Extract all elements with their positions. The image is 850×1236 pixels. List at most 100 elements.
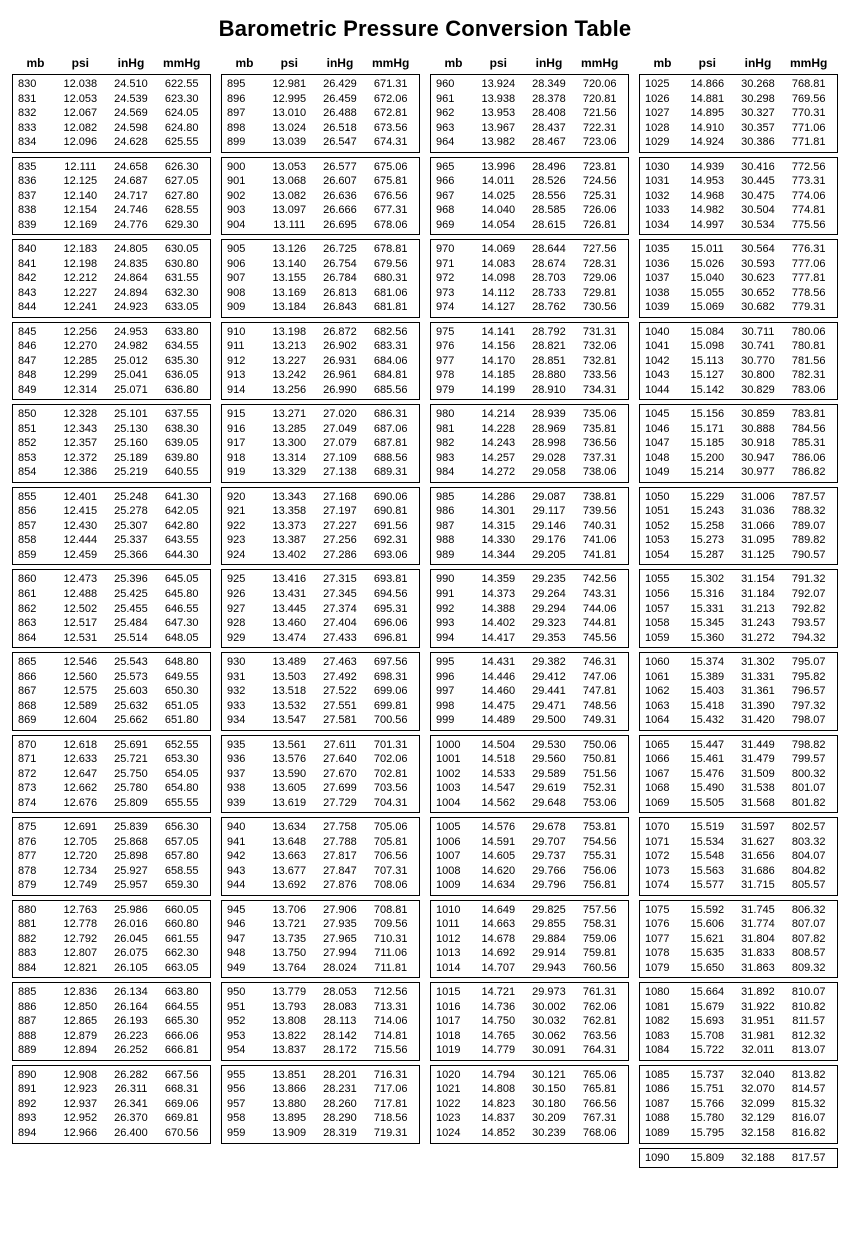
cell-mb: 985 [434, 490, 473, 505]
cell-inhg: 29.205 [524, 548, 575, 563]
cell-psi: 13.155 [264, 271, 315, 286]
table-row: 89112.92326.311668.31 [16, 1082, 207, 1097]
data-block: 106515.44731.449798.82106615.46131.47979… [639, 735, 838, 814]
cell-mb: 956 [225, 1082, 264, 1097]
cell-mb: 1067 [643, 767, 682, 782]
cell-mmhg: 817.57 [783, 1151, 834, 1166]
data-block: 107515.59231.745806.32107615.60631.77480… [639, 900, 838, 979]
cell-mmhg: 743.31 [574, 587, 625, 602]
cell-psi: 14.098 [473, 271, 524, 286]
table-row: 99714.46029.441747.81 [434, 684, 625, 699]
cell-psi: 13.866 [264, 1082, 315, 1097]
table-row: 85212.35725.160639.05 [16, 436, 207, 451]
table-row: 85612.41525.278642.05 [16, 504, 207, 519]
column-4: mb psi inHg mmHg 102514.86630.268768.811… [639, 56, 838, 1172]
cell-psi: 14.112 [473, 286, 524, 301]
cell-mb: 884 [16, 961, 55, 976]
data-block: 106015.37431.302795.07106115.38931.33179… [639, 652, 838, 731]
cell-psi: 12.865 [55, 1014, 106, 1029]
cell-mmhg: 646.55 [156, 602, 207, 617]
cell-inhg: 28.349 [524, 77, 575, 92]
cell-psi: 13.938 [473, 92, 524, 107]
table-row: 104415.14230.829783.06 [643, 383, 834, 398]
cell-mmhg: 707.31 [365, 864, 416, 879]
cell-inhg: 29.264 [524, 587, 575, 602]
cell-inhg: 28.467 [524, 135, 575, 150]
cell-psi: 15.548 [682, 849, 733, 864]
cell-mb: 951 [225, 1000, 264, 1015]
cell-mb: 1055 [643, 572, 682, 587]
table-row: 103014.93930.416772.56 [643, 160, 834, 175]
cell-mmhg: 636.05 [156, 368, 207, 383]
cell-mb: 914 [225, 383, 264, 398]
cell-psi: 14.315 [473, 519, 524, 534]
table-row: 86412.53125.514648.05 [16, 631, 207, 646]
cell-psi: 15.345 [682, 616, 733, 631]
cell-psi: 14.504 [473, 738, 524, 753]
table-row: 108115.67931.922810.82 [643, 1000, 834, 1015]
cell-mb: 968 [434, 203, 473, 218]
cell-mmhg: 771.06 [783, 121, 834, 136]
cell-psi: 14.330 [473, 533, 524, 548]
cell-mmhg: 697.56 [365, 655, 416, 670]
cell-inhg: 28.142 [315, 1029, 366, 1044]
table-row: 93813.60527.699703.56 [225, 781, 416, 796]
table-row: 86912.60425.662651.80 [16, 713, 207, 728]
table-row: 100514.57629.678753.81 [434, 820, 625, 835]
cell-inhg: 29.589 [524, 767, 575, 782]
data-block: 90513.12626.725678.8190613.14026.754679.… [221, 239, 420, 318]
cell-mb: 1063 [643, 699, 682, 714]
table-row: 83912.16924.776629.30 [16, 218, 207, 233]
cell-mmhg: 671.31 [365, 77, 416, 92]
cell-psi: 13.358 [264, 504, 315, 519]
cell-mb: 883 [16, 946, 55, 961]
table-row: 83712.14024.717627.80 [16, 189, 207, 204]
table-row: 107315.56331.686804.82 [643, 864, 834, 879]
cell-psi: 14.605 [473, 849, 524, 864]
table-row: 91613.28527.049687.06 [225, 422, 416, 437]
cell-mb: 1021 [434, 1082, 473, 1097]
cell-inhg: 31.981 [733, 1029, 784, 1044]
table-row: 96614.01128.526724.56 [434, 174, 625, 189]
cell-inhg: 26.636 [315, 189, 366, 204]
cell-inhg: 28.674 [524, 257, 575, 272]
cell-mb: 1082 [643, 1014, 682, 1029]
table-row: 87012.61825.691652.55 [16, 738, 207, 753]
data-block: 85512.40125.248641.3085612.41525.278642.… [12, 487, 211, 566]
cell-inhg: 25.160 [106, 436, 157, 451]
cell-mb: 902 [225, 189, 264, 204]
cell-psi: 13.808 [264, 1014, 315, 1029]
table-row: 99214.38829.294744.06 [434, 602, 625, 617]
cell-inhg: 24.598 [106, 121, 157, 136]
table-row: 94413.69227.876708.06 [225, 878, 416, 893]
cell-mb: 986 [434, 504, 473, 519]
cell-inhg: 31.715 [733, 878, 784, 893]
cell-psi: 12.198 [55, 257, 106, 272]
cell-mb: 945 [225, 903, 264, 918]
cell-psi: 14.359 [473, 572, 524, 587]
cell-psi: 15.084 [682, 325, 733, 340]
cell-mmhg: 744.81 [574, 616, 625, 631]
cell-mb: 836 [16, 174, 55, 189]
table-row: 104015.08430.711780.06 [643, 325, 834, 340]
cell-psi: 15.418 [682, 699, 733, 714]
cell-mmhg: 800.32 [783, 767, 834, 782]
cell-inhg: 27.788 [315, 835, 366, 850]
cell-mmhg: 816.07 [783, 1111, 834, 1126]
table-row: 99614.44629.412747.06 [434, 670, 625, 685]
cell-psi: 13.271 [264, 407, 315, 422]
cell-mmhg: 724.56 [574, 174, 625, 189]
cell-psi: 15.447 [682, 738, 733, 753]
cell-psi: 12.285 [55, 354, 106, 369]
cell-inhg: 31.774 [733, 917, 784, 932]
cell-mb: 923 [225, 533, 264, 548]
cell-mb: 1039 [643, 300, 682, 315]
cell-psi: 14.707 [473, 961, 524, 976]
cell-psi: 14.895 [682, 106, 733, 121]
cell-mmhg: 667.56 [156, 1068, 207, 1083]
table-row: 95013.77928.053712.56 [225, 985, 416, 1000]
cell-inhg: 26.105 [106, 961, 157, 976]
cell-inhg: 27.935 [315, 917, 366, 932]
cell-mb: 910 [225, 325, 264, 340]
cell-mmhg: 735.06 [574, 407, 625, 422]
